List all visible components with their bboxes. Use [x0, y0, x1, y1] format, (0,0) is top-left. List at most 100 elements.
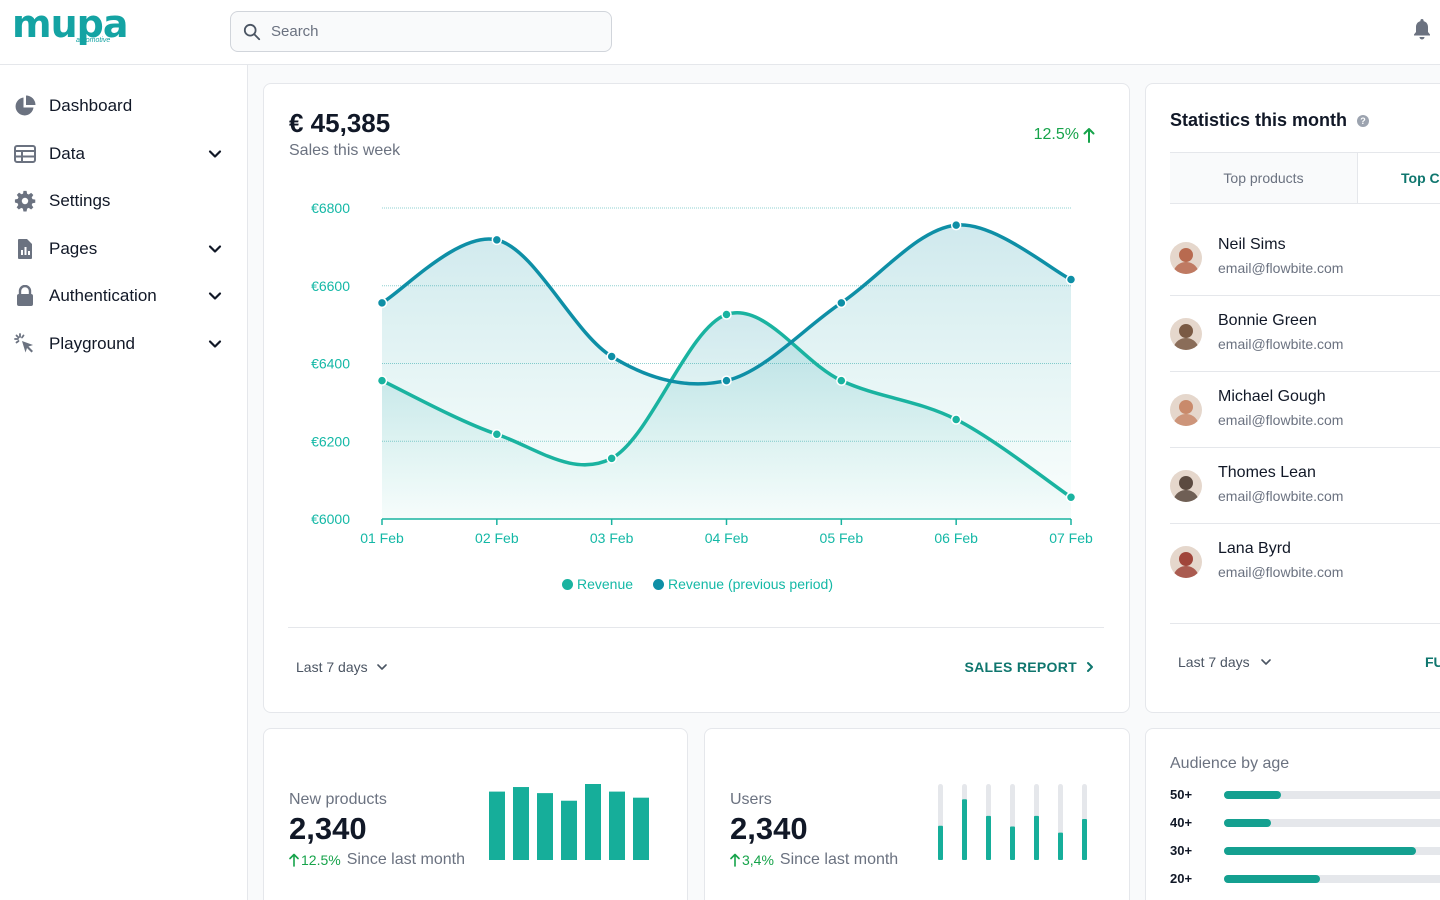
audience-title: Audience by age	[1170, 755, 1290, 772]
users-bar-chart	[938, 784, 1087, 860]
new-products-change-pct: 12.5%	[289, 852, 341, 868]
legend-item-revenue[interactable]: Revenue	[561, 576, 633, 592]
sidebar-item-pages[interactable]: Pages	[12, 229, 236, 269]
sidebar-item-settings[interactable]: Settings	[12, 181, 236, 221]
audience-bar-track	[1224, 875, 1440, 883]
tab-top-customers[interactable]: Top C	[1401, 170, 1440, 186]
data-point[interactable]	[950, 414, 962, 425]
sales-report-link[interactable]: SALES REPORT	[964, 659, 1095, 675]
bar[interactable]	[938, 825, 943, 860]
bar[interactable]	[561, 800, 577, 860]
data-point[interactable]	[376, 297, 388, 309]
list-item[interactable]: Michael Gough email@flowbite.com	[1170, 372, 1440, 448]
bell-icon[interactable]	[1412, 18, 1432, 40]
list-item[interactable]: Neil Sims email@flowbite.com	[1170, 220, 1440, 296]
pie-chart-icon	[12, 93, 38, 119]
sidebar-item-authentication[interactable]: Authentication	[12, 276, 236, 316]
sales-amount: € 45,385	[289, 108, 391, 138]
person-name: Lana Byrd	[1218, 540, 1291, 557]
audience-age-label: 30+	[1170, 843, 1193, 858]
cursor-click-icon	[12, 331, 38, 357]
x-tick-label: 03 Feb	[590, 530, 634, 546]
stats-range-dropdown[interactable]: Last 7 days	[1178, 654, 1272, 670]
y-tick-label: €6600	[311, 278, 350, 294]
data-point[interactable]	[491, 234, 503, 246]
person-name: Neil Sims	[1218, 236, 1286, 253]
list-item[interactable]: Bonnie Green email@flowbite.com	[1170, 296, 1440, 372]
new-products-since: Since last month	[346, 851, 465, 868]
data-point[interactable]	[721, 375, 732, 386]
person-email: email@flowbite.com	[1218, 412, 1344, 428]
bar[interactable]	[1034, 815, 1039, 860]
brand-logo[interactable]: mupa automotive	[12, 2, 128, 50]
bar[interactable]	[585, 784, 601, 860]
data-point[interactable]	[836, 375, 847, 386]
arrow-up-icon	[1083, 128, 1095, 143]
data-point[interactable]	[1065, 274, 1077, 285]
chevron-down-icon[interactable]	[208, 337, 222, 351]
bar[interactable]	[489, 791, 505, 860]
data-point[interactable]	[836, 297, 847, 309]
sidebar-item-label: Pages	[49, 239, 98, 258]
sales-range-dropdown[interactable]: Last 7 days	[296, 659, 388, 675]
audience-row: 30+	[1170, 841, 1440, 861]
sales-report-label: SALES REPORT	[964, 659, 1077, 675]
sales-change-value: 12.5%	[1033, 126, 1079, 143]
bar[interactable]	[609, 791, 625, 860]
bar[interactable]	[962, 799, 967, 860]
list-item[interactable]: Lana Byrd email@flowbite.com	[1170, 524, 1440, 624]
sales-range-label: Last 7 days	[296, 659, 368, 675]
y-tick-label: €6000	[311, 511, 350, 527]
audience-age-label: 50+	[1170, 787, 1193, 802]
bar[interactable]	[633, 797, 649, 860]
avatar	[1170, 318, 1202, 350]
audience-age-label: 20+	[1170, 871, 1193, 886]
sidebar-item-label: Settings	[49, 191, 111, 210]
new-products-change: 12.5% Since last month	[289, 851, 465, 869]
sidebar-item-playground[interactable]: Playground	[12, 324, 236, 364]
chevron-down-icon[interactable]	[208, 242, 222, 256]
bar[interactable]	[1082, 818, 1087, 860]
new-products-value: 2,340	[289, 811, 367, 846]
search-input[interactable]	[271, 23, 591, 40]
statistics-title-text: Statistics this month	[1170, 110, 1348, 130]
bar[interactable]	[537, 793, 553, 860]
help-icon[interactable]: ?	[1357, 114, 1370, 127]
legend-dot-revenue-previous	[653, 578, 665, 590]
data-point[interactable]	[491, 429, 503, 440]
arrow-up-icon	[289, 853, 299, 867]
data-point[interactable]	[376, 375, 388, 386]
full-report-link[interactable]: FU	[1425, 654, 1440, 670]
sidebar-item-dashboard[interactable]: Dashboard	[12, 86, 236, 126]
legend-label-revenue-previous: Revenue (previous period)	[668, 576, 834, 592]
audience-row: 20+	[1170, 869, 1440, 889]
sidebar: Dashboard Data Settings Pages Authentica…	[0, 65, 248, 900]
audience-card: Audience by age 50+ 40+ 30+ 20+	[1145, 728, 1440, 900]
arrow-up-icon	[730, 853, 740, 867]
audience-bar-fill	[1224, 819, 1271, 827]
users-since: Since last month	[779, 851, 899, 868]
sales-subtitle: Sales this week	[289, 142, 401, 159]
person-name: Michael Gough	[1218, 388, 1326, 405]
bar[interactable]	[513, 787, 529, 860]
users-label: Users	[730, 791, 772, 808]
bar[interactable]	[1010, 826, 1015, 860]
chevron-down-icon[interactable]	[208, 289, 222, 303]
data-point[interactable]	[1065, 491, 1077, 503]
data-point[interactable]	[721, 309, 732, 320]
chevron-down-icon[interactable]	[208, 147, 222, 161]
data-point[interactable]	[950, 219, 962, 231]
search-icon	[243, 23, 261, 40]
data-point[interactable]	[606, 453, 617, 464]
tab-top-products[interactable]: Top products	[1170, 153, 1358, 203]
data-point[interactable]	[606, 351, 617, 362]
bar[interactable]	[1058, 832, 1063, 860]
x-tick-label: 04 Feb	[705, 530, 749, 546]
document-icon	[12, 236, 38, 262]
sales-card: € 45,385 Sales this week 12.5% €6000 €620…	[263, 83, 1130, 713]
sidebar-item-data[interactable]: Data	[12, 134, 236, 174]
legend-item-revenue-previous[interactable]: Revenue (previous period)	[653, 576, 833, 592]
list-item[interactable]: Thomes Lean email@flowbite.com	[1170, 448, 1440, 524]
bar[interactable]	[986, 815, 991, 860]
audience-bar-fill	[1224, 847, 1417, 855]
